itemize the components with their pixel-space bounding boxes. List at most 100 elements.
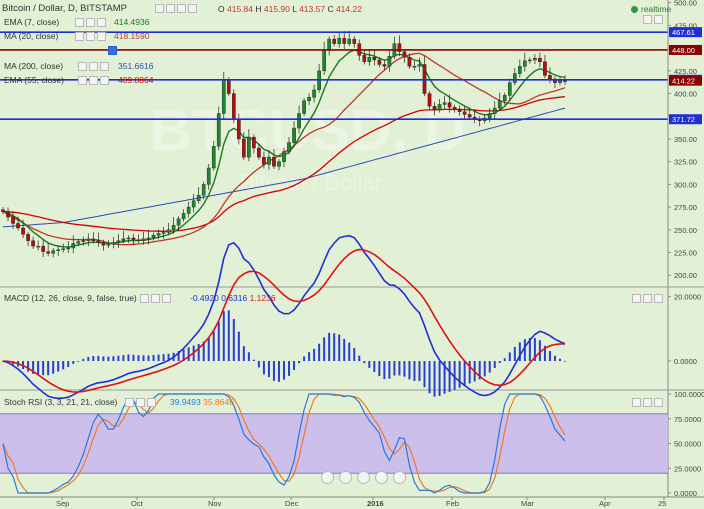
candle-body [272,156,276,167]
macd-hist-bar [202,341,205,362]
eye-icon[interactable] [140,294,149,303]
candle-body [302,100,306,114]
macd-hist-bar [142,355,145,362]
more-icon[interactable] [188,4,197,13]
macd-hist-bar [493,361,496,369]
price-tag-label-1: 448.00 [672,46,695,55]
macd-hist-bar [388,361,391,379]
macd-hist-bar [72,361,75,364]
legend-ma20[interactable]: MA (20, close) [4,31,59,41]
price-tick-label: 475.00 [674,21,697,30]
watermark-symbol: BTCUSD, D [150,98,466,163]
close-icon[interactable] [100,76,109,85]
zoom-out-icon[interactable] [339,471,352,484]
candle-body [462,111,467,115]
candle-body [101,242,106,246]
maximize-icon[interactable] [654,294,663,303]
eye-icon[interactable] [75,18,84,27]
macd-hist-bar [122,355,125,362]
candle-body [332,38,337,44]
candle-body [26,234,30,241]
candle-body [186,206,191,214]
legend-ema7-value: 414.4936 [114,17,150,27]
legend-ema7[interactable]: EMA (7, close) [4,17,60,27]
macd-hist-bar [443,361,446,394]
collapse-icon[interactable] [643,15,652,24]
candle-body [377,59,382,65]
macd-hist-bar [197,343,200,362]
maximize-icon[interactable] [654,15,663,24]
settings-icon[interactable] [86,18,95,27]
macd-hist-bar [328,332,331,362]
macd-hist-bar [207,337,210,362]
macd-hist-bar [232,318,235,362]
settings-icon[interactable] [151,294,160,303]
move-up-icon[interactable] [632,398,641,407]
zoom-in-icon[interactable] [357,471,370,484]
macd-hist-bar [262,361,265,375]
settings-icon[interactable] [86,32,95,41]
macd-hist-bar [363,361,366,364]
maximize-icon[interactable] [654,398,663,407]
legend-ema55[interactable]: EMA (55, close) [4,75,64,85]
candle-body [528,59,532,62]
candle-body [231,93,236,120]
scroll-left-icon[interactable] [321,471,334,484]
move-down-icon[interactable] [643,294,652,303]
close-icon[interactable] [97,18,106,27]
macd-hist-bar [177,351,180,362]
eye-icon[interactable] [125,398,134,407]
macd-legend[interactable]: MACD (12, 26, close, 9, false, true) [4,293,137,303]
candle-body [161,232,166,234]
eye-icon[interactable] [78,76,87,85]
settings-gear-icon[interactable] [108,46,117,55]
close-icon[interactable] [147,398,156,407]
close-icon[interactable] [97,32,106,41]
candle-body [382,64,387,67]
candle-body [116,240,121,243]
macd-hist-bar [498,361,501,364]
symbol-title[interactable]: Bitcoin / Dollar, D, BITSTAMP [2,3,127,14]
legend-ema55-controls [78,76,109,85]
candle-body [211,146,216,169]
candle-body [31,240,35,247]
price-tick-label: 300.00 [674,180,697,189]
close-icon[interactable] [100,62,109,71]
candle-body [216,113,221,147]
rsi-legend[interactable]: Stoch RSI (3, 3, 21, 21, close) [4,397,118,407]
eye-icon[interactable] [78,62,87,71]
ohlc-readout: O 415.84 H 415.90 L 413.57 C 414.22 [218,4,362,14]
macd-hist-bar [428,361,431,394]
settings-icon[interactable] [89,62,98,71]
scroll-right-icon[interactable] [375,471,388,484]
candle-body [41,245,45,252]
macd-hist-bar [323,337,326,362]
candle-body [487,113,492,119]
macd-hist-bar [368,361,371,368]
close-icon[interactable] [162,294,171,303]
macd-tick-label: 20.0000 [674,293,701,302]
price-tag-0 [669,27,702,38]
macd-hist-bar [548,351,551,362]
candle-body [126,237,131,240]
reset-icon[interactable] [393,471,406,484]
macd-hist-bar [553,355,556,362]
macd-hist-bar [348,342,351,362]
candle-body [171,225,176,230]
eye-icon[interactable] [155,4,164,13]
settings-icon[interactable] [166,4,175,13]
time-tick-label: 2016 [367,499,384,508]
macd-hist-bar [373,361,376,372]
settings-icon[interactable] [136,398,145,407]
legend-ma200[interactable]: MA (200, close) [4,61,64,71]
macd-hist-bar [488,361,491,373]
eye-icon[interactable] [75,32,84,41]
pane-controls-rsi [632,398,663,407]
settings-icon[interactable] [89,76,98,85]
close-icon[interactable] [177,4,186,13]
candle-body [533,57,537,61]
move-down-icon[interactable] [643,398,652,407]
legend-ma20-value: 418.1590 [114,31,150,41]
move-up-icon[interactable] [632,294,641,303]
